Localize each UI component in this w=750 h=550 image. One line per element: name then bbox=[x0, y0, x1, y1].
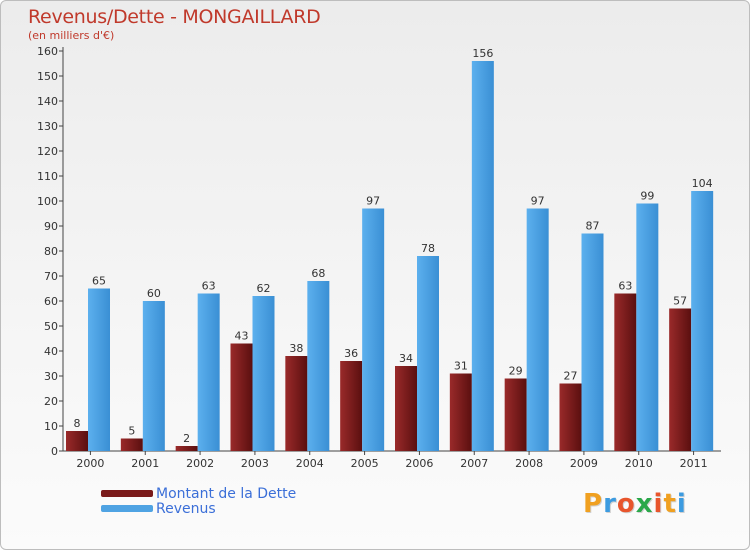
logo-letter: i bbox=[653, 489, 664, 519]
chart-title: Revenus/Dette - MONGAILLARD bbox=[28, 6, 321, 28]
x-tick-label: 2007 bbox=[460, 457, 488, 470]
proxiti-logo: Proxiti bbox=[583, 489, 687, 519]
data-label-revenus: 97 bbox=[366, 195, 380, 208]
y-tick-label: 120 bbox=[37, 145, 58, 158]
bar-revenus bbox=[417, 256, 439, 451]
data-label-dette: 29 bbox=[509, 365, 523, 378]
bar-revenus bbox=[142, 301, 165, 451]
x-tick-label: 2006 bbox=[405, 457, 433, 470]
x-tick-label: 2003 bbox=[241, 457, 269, 470]
data-label-revenus: 62 bbox=[257, 282, 271, 295]
bar-revenus bbox=[471, 61, 494, 451]
x-tick-label: 2001 bbox=[131, 457, 159, 470]
x-tick-label: 2009 bbox=[570, 457, 598, 470]
logo-letter: P bbox=[583, 489, 604, 519]
x-tick-label: 2005 bbox=[351, 457, 379, 470]
bar-dette bbox=[395, 366, 417, 451]
legend-label-dette: Montant de la Dette bbox=[156, 486, 297, 502]
bar-dette bbox=[66, 431, 88, 451]
y-tick-label: 140 bbox=[37, 95, 58, 108]
bar-revenus bbox=[526, 208, 549, 451]
logo-letter: r bbox=[603, 489, 617, 519]
data-label-dette: 38 bbox=[289, 342, 303, 355]
y-tick-label: 30 bbox=[44, 370, 58, 383]
y-tick-label: 90 bbox=[44, 220, 58, 233]
data-label-revenus: 78 bbox=[421, 242, 435, 255]
bar-revenus bbox=[252, 296, 275, 451]
data-label-revenus: 156 bbox=[472, 47, 493, 60]
y-tick-label: 20 bbox=[44, 395, 58, 408]
logo-letter: x bbox=[635, 489, 654, 519]
data-label-revenus: 87 bbox=[586, 220, 600, 233]
logo-letter: i bbox=[676, 489, 687, 519]
data-label-dette: 2 bbox=[183, 432, 190, 445]
bar-dette bbox=[230, 343, 253, 451]
y-tick-label: 10 bbox=[44, 420, 58, 433]
y-tick-label: 70 bbox=[44, 270, 58, 283]
logo-letter: o bbox=[616, 489, 636, 519]
bar-revenus bbox=[307, 281, 330, 451]
bar-revenus bbox=[88, 288, 110, 451]
y-tick-label: 160 bbox=[37, 45, 58, 58]
bar-dette bbox=[175, 446, 198, 451]
y-tick-label: 100 bbox=[37, 195, 58, 208]
legend-swatch-dette bbox=[101, 490, 153, 497]
data-label-dette: 5 bbox=[128, 425, 135, 438]
bar-revenus bbox=[362, 208, 385, 451]
y-tick-label: 0 bbox=[51, 445, 58, 458]
x-tick-label: 2010 bbox=[625, 457, 653, 470]
data-label-revenus: 68 bbox=[311, 267, 325, 280]
bar-revenus bbox=[581, 233, 604, 451]
data-label-revenus: 97 bbox=[531, 195, 545, 208]
data-label-dette: 63 bbox=[618, 280, 632, 293]
bar-revenus bbox=[691, 191, 714, 451]
bar-revenus bbox=[197, 293, 220, 451]
data-label-revenus: 99 bbox=[640, 190, 654, 203]
data-label-dette: 31 bbox=[454, 360, 468, 373]
bar-dette bbox=[285, 356, 308, 451]
legend-label-revenus: Revenus bbox=[156, 501, 216, 517]
y-tick-label: 60 bbox=[44, 295, 58, 308]
data-label-dette: 43 bbox=[235, 330, 249, 343]
bar-dette bbox=[669, 308, 692, 451]
data-label-dette: 34 bbox=[399, 352, 413, 365]
x-tick-label: 2000 bbox=[76, 457, 104, 470]
x-tick-label: 2002 bbox=[186, 457, 214, 470]
data-label-revenus: 104 bbox=[692, 177, 713, 190]
data-label-dette: 57 bbox=[673, 295, 687, 308]
data-label-revenus: 65 bbox=[92, 275, 106, 288]
bar-dette bbox=[504, 378, 527, 451]
y-tick-label: 150 bbox=[37, 70, 58, 83]
bar-dette bbox=[449, 373, 472, 451]
y-tick-label: 80 bbox=[44, 245, 58, 258]
y-tick-label: 50 bbox=[44, 320, 58, 333]
x-tick-label: 2004 bbox=[296, 457, 324, 470]
bar-dette bbox=[614, 293, 637, 451]
y-tick-label: 110 bbox=[37, 170, 58, 183]
chart-subtitle: (en milliers d'€) bbox=[28, 29, 115, 42]
logo-letter: t bbox=[663, 489, 677, 519]
data-label-revenus: 63 bbox=[202, 280, 216, 293]
bar-dette bbox=[559, 383, 582, 451]
legend-swatch-revenus bbox=[101, 505, 153, 512]
y-tick-label: 40 bbox=[44, 345, 58, 358]
bar-dette bbox=[120, 438, 143, 451]
data-label-revenus: 60 bbox=[147, 287, 161, 300]
bar-dette bbox=[340, 361, 363, 451]
data-label-dette: 27 bbox=[564, 370, 578, 383]
y-tick-label: 130 bbox=[37, 120, 58, 133]
bar-revenus bbox=[636, 203, 659, 451]
data-label-dette: 8 bbox=[74, 417, 81, 430]
x-tick-label: 2011 bbox=[680, 457, 708, 470]
x-tick-label: 2008 bbox=[515, 457, 543, 470]
data-label-dette: 36 bbox=[344, 347, 358, 360]
